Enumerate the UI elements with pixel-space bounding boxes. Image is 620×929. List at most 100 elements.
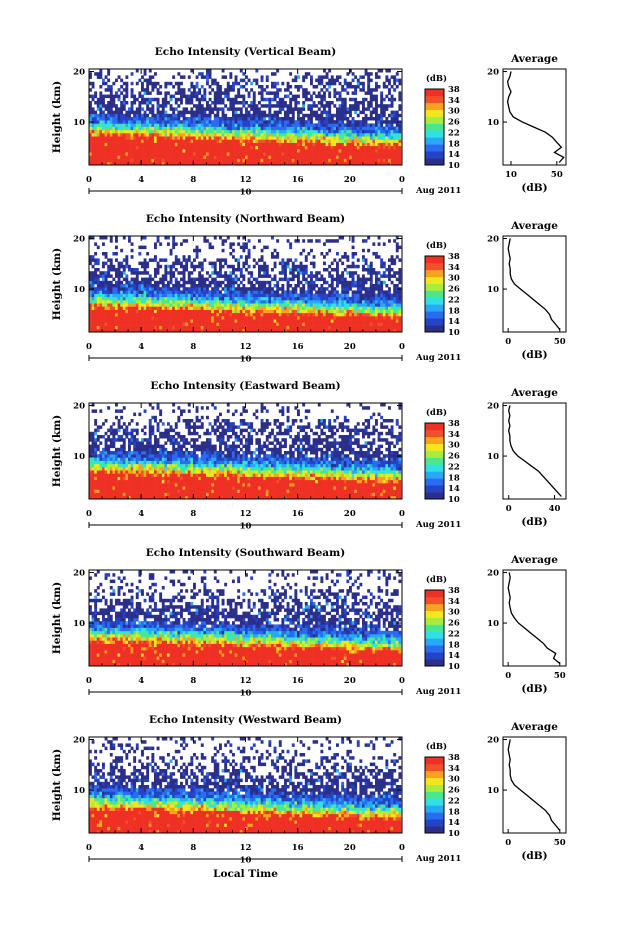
heatmap-cell xyxy=(109,139,113,143)
heatmap-cell xyxy=(195,136,199,140)
heatmap-cell xyxy=(156,81,160,86)
heatmap-cell xyxy=(172,126,176,131)
heatmap-cell xyxy=(354,271,358,275)
heatmap-cell xyxy=(195,309,199,314)
heatmap-cell xyxy=(128,120,131,124)
heatmap-cell xyxy=(169,152,173,156)
heatmap-cell xyxy=(156,113,160,118)
heatmap-cell xyxy=(198,312,202,317)
heatmap-cell xyxy=(161,158,165,163)
heatmap-cell xyxy=(398,293,402,298)
heatmap-cell xyxy=(200,296,204,301)
heatmap-cell xyxy=(291,322,295,326)
heatmap-cell xyxy=(338,120,342,124)
heatmap-cell xyxy=(122,81,126,86)
heatmap-cell xyxy=(388,325,391,330)
heatmap-cell xyxy=(291,316,295,320)
heatmap-cell xyxy=(239,161,243,166)
heatmap-cell xyxy=(206,126,209,131)
heatmap-cell xyxy=(138,110,142,115)
heatmap-cell xyxy=(177,123,181,127)
heatmap-cell xyxy=(372,325,376,330)
heatmap-cell xyxy=(377,161,381,166)
colorbar-tick-label: 38 xyxy=(448,85,460,95)
heatmap-cell xyxy=(237,293,241,298)
heatmap-cell xyxy=(273,94,277,99)
heatmap-cell xyxy=(216,274,220,278)
heatmap-cell xyxy=(351,91,355,95)
heatmap-cell xyxy=(122,268,126,272)
heatmap-cell xyxy=(146,312,150,317)
heatmap-cell xyxy=(221,97,225,102)
heatmap-cell xyxy=(250,88,254,92)
heatmap-cell xyxy=(362,287,365,291)
heatmap-cell xyxy=(271,129,274,134)
heatmap-cell xyxy=(299,136,303,140)
heatmap-cell xyxy=(104,325,108,330)
heatmap-cell xyxy=(232,293,235,298)
heatmap-cell xyxy=(89,316,92,320)
heatmap-cell xyxy=(336,126,339,131)
heatmap-cell xyxy=(167,145,170,150)
heatmap-cell xyxy=(356,139,360,143)
heatmap-cell xyxy=(359,322,363,326)
heatmap-cell xyxy=(177,113,181,118)
heatmap-cell xyxy=(304,113,308,118)
heatmap-cell xyxy=(99,296,103,301)
heatmap-cell xyxy=(310,303,313,307)
heatmap-cell xyxy=(237,117,241,121)
heatmap-cell xyxy=(258,293,261,298)
heatmap-cell xyxy=(398,158,402,163)
heatmap-cell xyxy=(299,268,303,272)
heatmap-cell xyxy=(182,152,186,156)
heatmap-cell xyxy=(187,97,191,102)
heatmap-cell xyxy=(362,296,365,301)
heatmap-cell xyxy=(133,155,137,159)
heatmap-cell xyxy=(278,319,282,323)
heatmap-cell xyxy=(130,139,134,143)
heatmap-cell xyxy=(328,152,332,156)
heatmap-cell xyxy=(221,303,225,307)
heatmap-cell xyxy=(354,75,358,79)
heatmap-cell xyxy=(333,306,337,310)
heatmap-cell xyxy=(125,303,129,307)
heatmap-cell xyxy=(325,306,329,310)
heatmap-cell xyxy=(117,264,121,269)
heatmap-cell xyxy=(250,328,254,333)
heatmap-cell xyxy=(182,120,186,124)
heatmap-cell xyxy=(130,120,134,124)
heatmap-cell xyxy=(148,78,152,83)
heatmap-cell xyxy=(346,325,350,330)
heatmap-cell xyxy=(380,152,384,156)
heatmap-cell xyxy=(268,325,272,330)
heatmap-cell xyxy=(382,113,386,118)
heatmap-cell xyxy=(325,152,329,156)
heatmap-cell xyxy=(328,322,332,326)
heatmap-cell xyxy=(96,101,100,105)
heatmap-cell xyxy=(195,306,199,310)
heatmap-cell xyxy=(333,293,337,298)
heatmap-cell xyxy=(187,277,191,282)
heatmap-cell xyxy=(372,293,376,298)
heatmap-cell xyxy=(112,149,116,153)
heatmap-cell xyxy=(89,161,92,166)
heatmap-cell xyxy=(343,328,347,333)
heatmap-cell xyxy=(94,136,98,140)
heatmap-cell xyxy=(271,268,274,272)
heatmap-cell xyxy=(349,110,352,115)
heatmap-cell xyxy=(135,113,139,118)
heatmap-cell xyxy=(203,316,207,320)
heatmap-cell xyxy=(349,322,352,326)
heatmap-cell xyxy=(341,107,345,111)
heatmap-cell xyxy=(159,120,163,124)
heatmap-cell xyxy=(271,155,274,159)
heatmap-cell xyxy=(117,139,121,143)
heatmap-cell xyxy=(271,325,274,330)
heatmap-cell xyxy=(177,290,181,294)
heatmap-cell xyxy=(242,155,246,159)
heatmap-cell xyxy=(310,309,313,314)
heatmap-cell xyxy=(172,129,176,134)
heatmap-cell xyxy=(224,309,228,314)
heatmap-cell xyxy=(174,296,178,301)
heatmap-cell xyxy=(382,325,386,330)
